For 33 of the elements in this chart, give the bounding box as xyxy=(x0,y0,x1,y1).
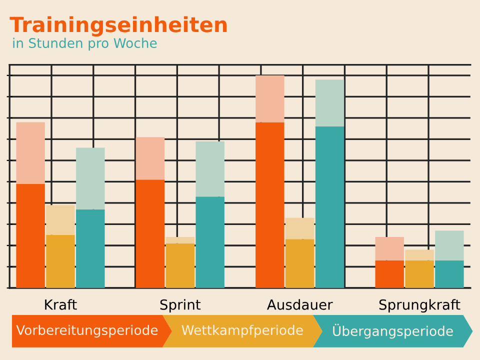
x-tick-label: Kraft xyxy=(45,299,77,310)
bar xyxy=(315,126,344,288)
bar xyxy=(136,137,165,180)
bar xyxy=(405,260,434,288)
bar xyxy=(285,218,314,240)
bar xyxy=(315,80,344,126)
bar xyxy=(16,184,45,288)
bar xyxy=(46,234,75,288)
chart-subtitle: in Stunden pro Woche xyxy=(13,38,157,51)
bar xyxy=(375,236,404,260)
bar xyxy=(375,260,404,288)
bar xyxy=(76,148,105,210)
bar xyxy=(435,260,464,288)
x-tick-label: Sprungkraft xyxy=(379,299,460,313)
x-tick-label: Sprint xyxy=(160,299,201,313)
bar xyxy=(256,122,284,288)
text: Übergangsperiode xyxy=(333,324,453,339)
bar xyxy=(435,230,464,260)
text: Vorbereitungsperiode xyxy=(16,324,158,338)
bar xyxy=(285,239,314,288)
bar xyxy=(166,236,195,244)
x-tick-label: Ausdauer xyxy=(266,299,333,310)
bar xyxy=(16,122,45,184)
bar xyxy=(166,243,195,288)
bar xyxy=(76,209,105,288)
bar xyxy=(196,141,224,197)
chart-title: Trainingseinheiten xyxy=(10,16,227,37)
text: Wettkampfperiode xyxy=(182,324,303,338)
bar xyxy=(196,196,224,288)
bar xyxy=(256,75,284,122)
bar xyxy=(136,180,165,288)
bar xyxy=(46,205,75,235)
bar xyxy=(405,250,434,260)
